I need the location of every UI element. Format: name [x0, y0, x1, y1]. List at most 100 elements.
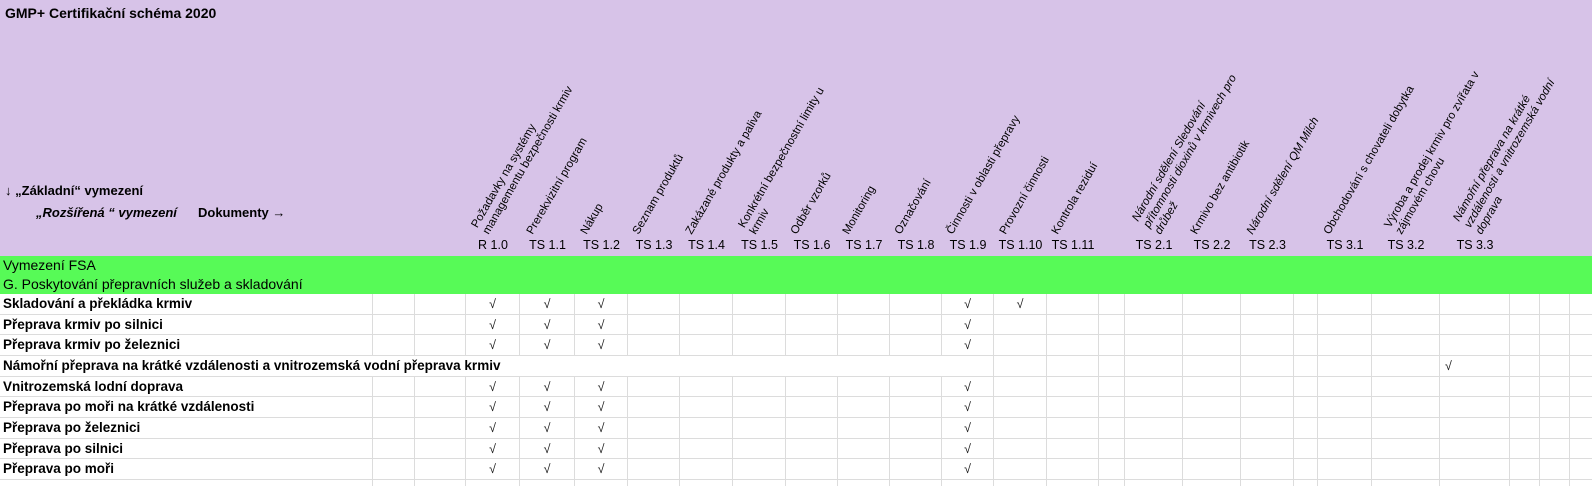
cell-empty[interactable] — [373, 314, 415, 335]
cell-ts-1.10[interactable] — [994, 335, 1047, 355]
column-header-ts-1.6[interactable]: Odběr vzorků — [788, 170, 834, 237]
cell-empty[interactable] — [1510, 438, 1540, 459]
cell-ts-1.9[interactable] — [942, 480, 994, 486]
cell-ts-2.2[interactable] — [1183, 397, 1241, 417]
cell-r-1.0[interactable]: √ — [466, 294, 520, 314]
cell-empty[interactable] — [415, 314, 466, 335]
cell-ts-1.1[interactable]: √ — [520, 376, 575, 397]
cell-empty[interactable] — [1540, 376, 1570, 397]
cell-ts-2.2[interactable] — [1183, 418, 1241, 438]
cell-ts-2.3[interactable] — [1241, 438, 1294, 459]
cell-empty[interactable] — [1540, 480, 1570, 486]
cell-empty[interactable] — [1099, 356, 1125, 376]
cell-empty[interactable] — [1540, 418, 1570, 438]
column-code-ts-3.2[interactable]: TS 3.2 — [1387, 238, 1425, 252]
column-code-ts-1.7[interactable]: TS 1.7 — [845, 238, 883, 252]
cell-ts-1.4[interactable] — [680, 459, 733, 480]
cell-empty[interactable] — [373, 376, 415, 397]
cell-ts-2.1[interactable] — [1125, 294, 1183, 314]
cell-empty[interactable] — [1294, 438, 1318, 459]
cell-ts-1.9[interactable]: √ — [942, 335, 994, 355]
cell-ts-1.1[interactable]: √ — [520, 459, 575, 480]
cell-ts-1.10[interactable] — [994, 480, 1047, 486]
cell-ts-1.3[interactable] — [628, 480, 680, 486]
cell-ts-1.11[interactable] — [1047, 459, 1099, 480]
cell-ts-1.1[interactable]: √ — [520, 314, 575, 335]
cell-empty[interactable] — [1294, 376, 1318, 397]
cell-ts-1.10[interactable] — [994, 418, 1047, 438]
cell-ts-3.3[interactable] — [1440, 294, 1510, 314]
cell-ts-3.2[interactable] — [1372, 294, 1440, 314]
cell-empty[interactable] — [1099, 480, 1125, 486]
column-header-ts-1.7[interactable]: Monitoring — [840, 183, 878, 237]
cell-ts-2.3[interactable] — [1241, 356, 1294, 376]
cell-ts-1.7[interactable] — [838, 459, 890, 480]
column-header-ts-1.8[interactable]: Označování — [892, 177, 934, 237]
cell-ts-1.9[interactable]: √ — [942, 418, 994, 438]
cell-ts-3.2[interactable] — [1372, 480, 1440, 486]
cell-empty[interactable] — [1099, 397, 1125, 417]
cell-ts-2.3[interactable] — [1241, 397, 1294, 417]
cell-empty[interactable] — [1540, 335, 1570, 355]
cell-empty[interactable] — [1099, 294, 1125, 314]
cell-ts-1.1[interactable] — [520, 480, 575, 486]
cell-empty[interactable] — [415, 459, 466, 480]
cell-empty[interactable] — [1294, 335, 1318, 355]
cell-empty[interactable] — [1294, 356, 1318, 376]
section-row[interactable]: G. Poskytování přepravních služeb a skla… — [0, 275, 1592, 294]
cell-ts-1.1[interactable]: √ — [520, 335, 575, 355]
cell-empty[interactable] — [1540, 314, 1570, 335]
cell-ts-1.2[interactable]: √ — [575, 294, 628, 314]
cell-empty[interactable] — [1540, 397, 1570, 417]
cell-empty[interactable] — [1570, 356, 1592, 376]
cell-empty[interactable] — [1570, 335, 1592, 355]
column-code-ts-3.1[interactable]: TS 3.1 — [1326, 238, 1364, 252]
cell-ts-3.1[interactable] — [1318, 314, 1372, 335]
cell-ts-1.3[interactable] — [628, 376, 680, 397]
cell-ts-1.10[interactable] — [994, 438, 1047, 459]
cell-ts-1.8[interactable] — [890, 294, 942, 314]
column-code-ts-3.3[interactable]: TS 3.3 — [1456, 238, 1494, 252]
cell-empty[interactable] — [373, 335, 415, 355]
cell-ts-1.5[interactable] — [733, 397, 786, 417]
cell-empty[interactable] — [1294, 418, 1318, 438]
column-header-ts-1.10[interactable]: Provozní činnosti — [997, 154, 1052, 237]
column-header-ts-1.3[interactable]: Seznam produktů — [630, 152, 687, 237]
cell-ts-2.3[interactable] — [1241, 459, 1294, 480]
column-code-ts-1.4[interactable]: TS 1.4 — [688, 238, 725, 252]
column-code-ts-1.2[interactable]: TS 1.2 — [583, 238, 620, 252]
cell-ts-2.1[interactable] — [1125, 376, 1183, 397]
cell-ts-1.7[interactable] — [838, 335, 890, 355]
cell-ts-3.3[interactable] — [1440, 335, 1510, 355]
cell-ts-1.8[interactable] — [890, 314, 942, 335]
cell-empty[interactable] — [1510, 418, 1540, 438]
cell-ts-1.8[interactable] — [890, 438, 942, 459]
cell-ts-2.1[interactable] — [1125, 459, 1183, 480]
column-code-ts-1.1[interactable]: TS 1.1 — [529, 238, 566, 252]
cell-ts-3.2[interactable] — [1372, 335, 1440, 355]
cell-ts-1.4[interactable] — [680, 418, 733, 438]
column-code-ts-2.1[interactable]: TS 2.1 — [1135, 238, 1173, 252]
cell-ts-3.2[interactable] — [1372, 376, 1440, 397]
cell-ts-1.4[interactable] — [680, 294, 733, 314]
cell-ts-2.3[interactable] — [1241, 418, 1294, 438]
cell-ts-2.2[interactable] — [1183, 294, 1241, 314]
cell-ts-1.2[interactable]: √ — [575, 314, 628, 335]
cell-empty[interactable] — [1510, 356, 1540, 376]
cell-ts-2.1[interactable] — [1125, 397, 1183, 417]
cell-ts-1.3[interactable] — [628, 438, 680, 459]
column-header-ts-2.3[interactable]: Národní sdělení QM Milch — [1244, 115, 1322, 237]
cell-ts-2.3[interactable] — [1241, 335, 1294, 355]
cell-ts-1.2[interactable]: √ — [575, 438, 628, 459]
cell-ts-3.1[interactable] — [1318, 397, 1372, 417]
cell-empty[interactable] — [1570, 480, 1592, 486]
row-label[interactable]: Vnitrozemská lodní doprava — [0, 376, 373, 397]
cell-ts-1.11[interactable] — [1047, 480, 1099, 486]
cell-ts-1.3[interactable] — [628, 335, 680, 355]
row-label[interactable]: Přeprava po železnici — [0, 418, 373, 438]
cell-ts-3.2[interactable] — [1372, 397, 1440, 417]
cell-ts-1.3[interactable] — [628, 397, 680, 417]
cell-ts-3.1[interactable] — [1318, 356, 1372, 376]
cell-empty[interactable] — [415, 480, 466, 486]
cell-ts-1.9[interactable] — [942, 356, 994, 376]
